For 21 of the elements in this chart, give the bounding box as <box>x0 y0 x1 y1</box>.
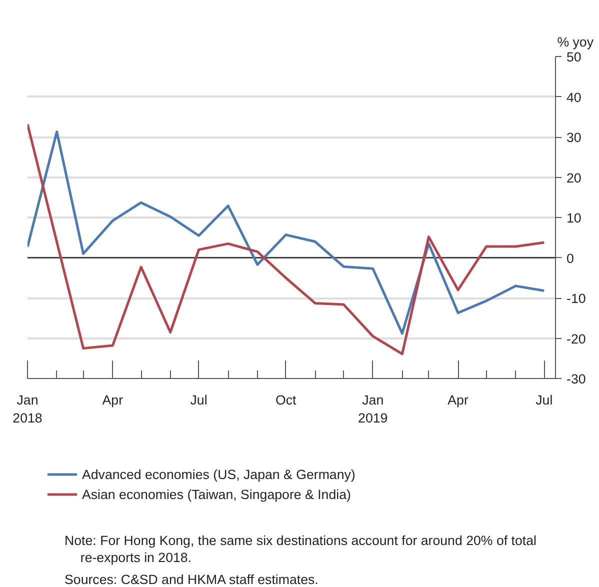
y-tick-label: 40 <box>566 90 582 105</box>
y-tick-label: 50 <box>566 50 582 64</box>
y-tick-label: 0 <box>566 250 574 266</box>
x-tick-label: Jul <box>536 392 553 408</box>
legend-label: Advanced economies (US, Japan & Germany) <box>82 466 356 483</box>
y-axis-title: % yoy <box>557 34 594 50</box>
y-tick-label: 30 <box>566 130 582 145</box>
y-tick-label: -20 <box>566 331 586 346</box>
x-tick-label: Jan 2018 <box>12 392 42 426</box>
y-tick-label: 10 <box>566 210 582 226</box>
x-tick-label: Jan 2019 <box>358 392 388 426</box>
text: Note: For Hong Kong, the same six destinations account for around 20% of total re-exports in 2018. <box>64 533 536 565</box>
x-tick-label: Apr <box>448 392 469 408</box>
y-tick-label: -30 <box>566 372 586 386</box>
y-tick-label: -10 <box>566 291 586 306</box>
x-tick-label: Apr <box>102 392 124 408</box>
x-tick-label: Jul <box>190 392 208 408</box>
x-tick-label: Oct <box>275 392 296 408</box>
legend-label: Asian economies (Taiwan, Singapore & India) <box>82 486 351 503</box>
source-note: Sources: C&SD and HKMA staff estimates. <box>64 572 318 587</box>
y-tick-label: 20 <box>566 170 582 186</box>
